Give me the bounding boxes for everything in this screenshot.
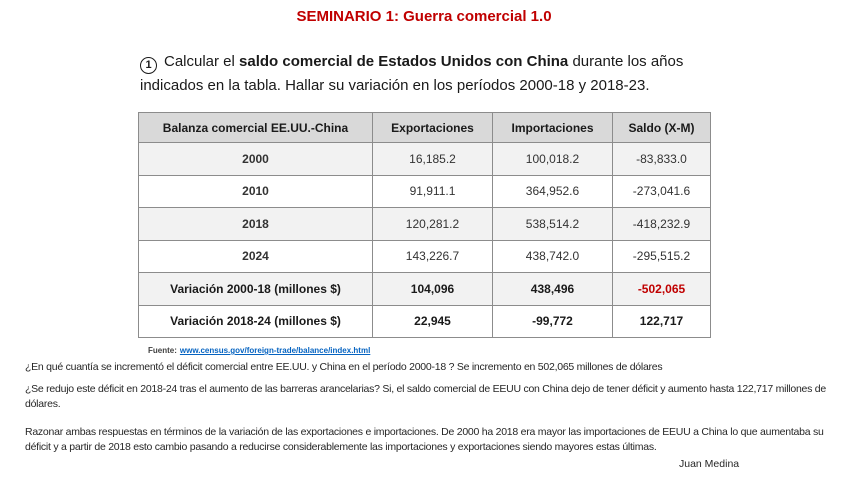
variation-label-cell: Variación 2018-24 (millones $) — [138, 304, 373, 338]
year-cell: 2018 — [138, 207, 373, 241]
table-row-2000: 2000 16,185.2 100,018.2 -83,833.0 — [138, 142, 711, 176]
year-cell: 2024 — [138, 239, 373, 273]
saldo-cell-highlighted: -502,065 — [612, 272, 711, 306]
page-title: SEMINARIO 1: Guerra comercial 1.0 — [296, 8, 552, 25]
trade-balance-table: Balanza comercial EE.UU.-China Exportaci… — [138, 112, 711, 338]
question-pre: Calcular el — [164, 53, 240, 70]
column-header-imports: Importaciones — [492, 112, 613, 143]
answer-paragraph-2: ¿Se redujo este déficit en 2018-24 tras … — [25, 383, 826, 410]
answer-paragraph-1: ¿En qué cuantía se incrementó el déficit… — [25, 361, 663, 373]
imports-cell: 538,514.2 — [492, 207, 613, 241]
imports-cell: 438,496 — [492, 272, 613, 306]
column-header-saldo: Saldo (X-M) — [612, 112, 711, 143]
source-link[interactable]: www.census.gov/foreign-trade/balance/ind… — [179, 346, 371, 355]
source-line: Fuente: www.census.gov/foreign-trade/bala… — [148, 346, 370, 355]
year-cell: 2010 — [138, 174, 373, 208]
table-row-variation-2018-24: Variación 2018-24 (millones $) 22,945 -9… — [138, 304, 711, 338]
question-number-badge: 1 — [140, 57, 157, 74]
imports-cell: 438,742.0 — [492, 239, 613, 273]
saldo-cell: -273,041.6 — [612, 174, 711, 208]
column-header-balance: Balanza comercial EE.UU.-China — [138, 112, 373, 143]
column-header-exports: Exportaciones — [372, 112, 493, 143]
table-row-2010: 2010 91,911.1 364,952.6 -273,041.6 — [138, 174, 711, 208]
table-row-2024: 2024 143,226.7 438,742.0 -295,515.2 — [138, 239, 711, 273]
year-cell: 2000 — [138, 142, 373, 176]
imports-cell: -99,772 — [492, 304, 613, 338]
saldo-cell: -83,833.0 — [612, 142, 711, 176]
answer-paragraph-3: Razonar ambas respuestas en términos de … — [25, 426, 824, 453]
exports-cell: 120,281.2 — [372, 207, 493, 241]
variation-label-cell: Variación 2000-18 (millones $) — [138, 272, 373, 306]
exports-cell: 16,185.2 — [372, 142, 493, 176]
trade-balance-table-container: Balanza comercial EE.UU.-China Exportaci… — [138, 112, 711, 338]
question-bold-phrase: saldo comercial de Estados Unidos con Ch… — [239, 53, 569, 70]
signature: Juan Medina — [679, 458, 740, 470]
table-row-2018: 2018 120,281.2 538,514.2 -418,232.9 — [138, 207, 711, 241]
exports-cell: 143,226.7 — [372, 239, 493, 273]
table-row-variation-2000-18: Variación 2000-18 (millones $) 104,096 4… — [138, 272, 711, 306]
exports-cell: 104,096 — [372, 272, 493, 306]
table-header-row: Balanza comercial EE.UU.-China Exportaci… — [138, 112, 711, 143]
saldo-cell: -295,515.2 — [612, 239, 711, 273]
source-label: Fuente: — [148, 346, 177, 355]
exports-cell: 22,945 — [372, 304, 493, 338]
exports-cell: 91,911.1 — [372, 174, 493, 208]
imports-cell: 100,018.2 — [492, 142, 613, 176]
question-text: 1 Calcular el saldo comercial de Estados … — [140, 50, 744, 97]
question-post: durante los años indicados en la tabla. … — [140, 53, 684, 94]
saldo-cell: 122,717 — [612, 304, 711, 338]
imports-cell: 364,952.6 — [492, 174, 613, 208]
saldo-cell: -418,232.9 — [612, 207, 711, 241]
